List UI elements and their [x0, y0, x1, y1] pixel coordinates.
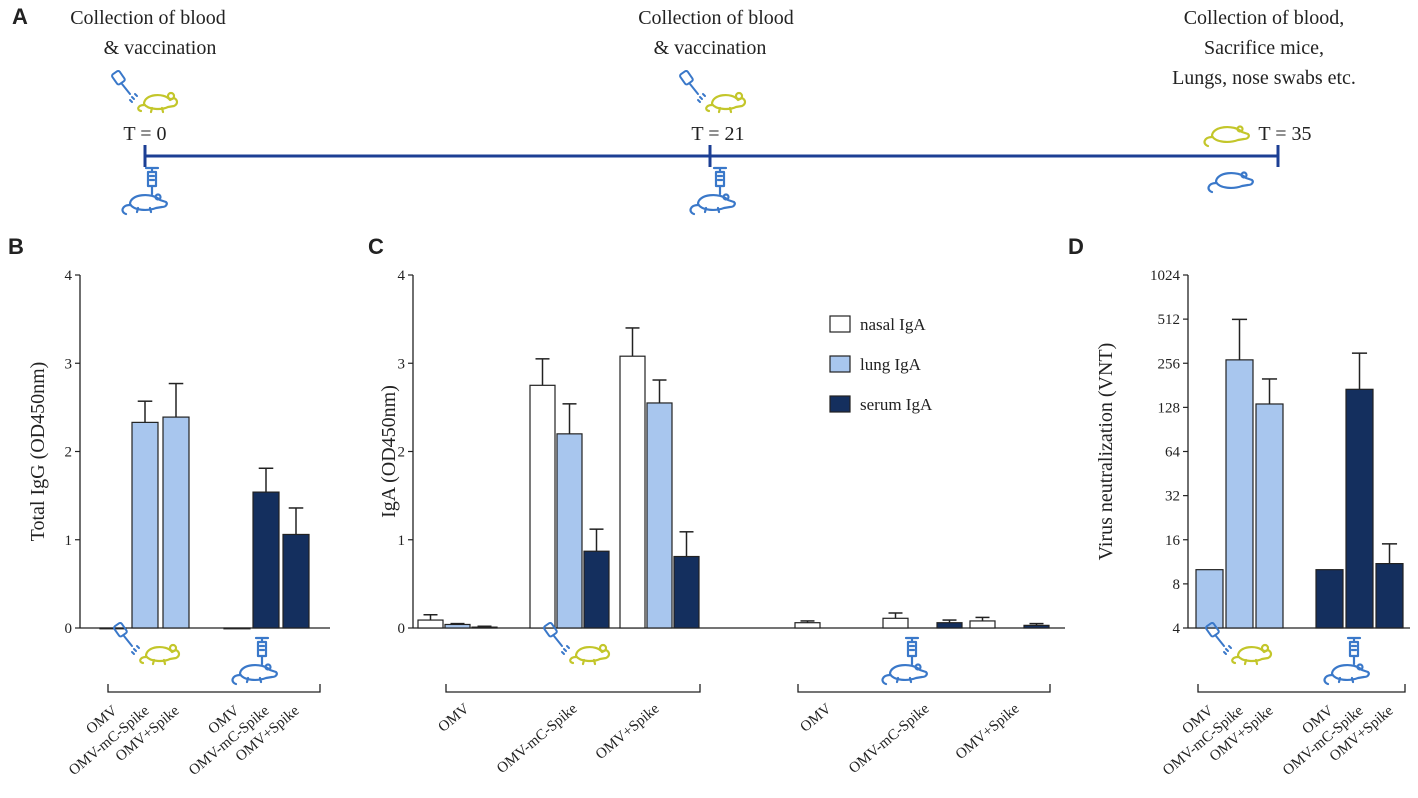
- bar: [1195, 569, 1224, 629]
- y-tick-label: 256: [1158, 356, 1181, 372]
- y-axis-label: IgA (OD450nm): [378, 385, 400, 518]
- intramuscular-icon: [231, 636, 278, 686]
- y-tick-label: 1: [398, 533, 406, 549]
- bar: [882, 617, 909, 629]
- mouse-icon: [1203, 125, 1250, 148]
- event-0-line2: & vaccination: [104, 37, 217, 59]
- bar: [1375, 563, 1404, 629]
- bar: [444, 623, 471, 629]
- intramuscular-icon: [1323, 636, 1370, 686]
- event-1-line2: & vaccination: [654, 37, 767, 59]
- event-2-line3: Lungs, nose swabs etc.: [1172, 67, 1356, 89]
- intramuscular-icon: [881, 636, 928, 686]
- category-label: OMV+Spike: [953, 701, 1023, 763]
- y-tick-label: 64: [1165, 445, 1181, 461]
- panel-letter-b: B: [8, 234, 24, 259]
- bar: [1345, 388, 1374, 629]
- legend-label: lung IgA: [860, 355, 922, 374]
- event-2-line1: Collection of blood,: [1184, 7, 1345, 29]
- y-tick-label: 128: [1158, 400, 1181, 416]
- bar: [583, 550, 610, 629]
- mouse-icon: [1207, 171, 1254, 194]
- event-1-line1: Collection of blood: [638, 7, 794, 29]
- legend-label: serum IgA: [860, 395, 933, 414]
- bar: [556, 433, 583, 629]
- category-label: OMV: [797, 701, 834, 736]
- bar: [252, 491, 280, 629]
- panel-letter-a: A: [12, 4, 28, 29]
- event-1-time: T = 21: [691, 123, 744, 145]
- group-bracket: [445, 684, 701, 693]
- legend-swatch: [829, 315, 851, 333]
- chart-c-iga: 0 1 2 3 4 IgA (OD450nm) nasal IgA lung IgA serum…: [378, 268, 1065, 777]
- category-label: OMV: [435, 701, 472, 736]
- group-bracket: [1197, 684, 1406, 693]
- bar: [936, 622, 963, 629]
- y-tick-label: 4: [65, 268, 73, 284]
- legend-swatch: [829, 395, 851, 413]
- bar: [223, 627, 251, 630]
- y-tick-label: 32: [1165, 489, 1180, 505]
- y-tick-label: 4: [1173, 621, 1181, 637]
- bar: [794, 622, 821, 629]
- y-tick-label: 0: [398, 621, 406, 637]
- category-label: OMV-mC-Spike: [846, 701, 933, 777]
- bar: [1225, 359, 1254, 629]
- y-tick-label: 1: [65, 533, 73, 549]
- event-0-time: T = 0: [123, 123, 166, 145]
- bar: [162, 416, 190, 629]
- group-bracket: [797, 684, 1051, 693]
- bar: [1023, 624, 1050, 629]
- bar: [1255, 403, 1284, 629]
- bar: [529, 384, 556, 629]
- bar: [282, 533, 310, 629]
- bar: [417, 619, 444, 629]
- y-tick-label: 512: [1158, 312, 1181, 328]
- event-2-time: T = 35: [1258, 123, 1311, 145]
- panel-a-timeline: Collection of blood & vaccination Collec…: [70, 7, 1356, 216]
- intranasal-vaccination-icon: [110, 69, 179, 114]
- bar: [646, 402, 673, 629]
- chart-d-virus-neutralization: 4 8 16 32 64 128 256 512 1024 Virus neutralizatio…: [1095, 268, 1410, 779]
- panel-letter-d: D: [1068, 234, 1084, 259]
- legend-swatch: [829, 355, 851, 373]
- y-tick-label: 0: [65, 621, 73, 637]
- y-tick-label: 3: [65, 356, 73, 372]
- intramuscular-vaccination-icon: [689, 166, 736, 216]
- bar: [969, 620, 996, 629]
- legend: nasal IgA lung IgA serum IgA: [829, 315, 933, 414]
- y-tick-label: 4: [398, 268, 406, 284]
- y-tick-label: 1024: [1150, 268, 1181, 284]
- intramuscular-vaccination-icon: [121, 166, 168, 216]
- y-tick-label: 8: [1173, 577, 1181, 593]
- category-label: OMV+Spike: [593, 701, 663, 763]
- bar: [1315, 569, 1344, 629]
- y-tick-label: 2: [398, 445, 406, 461]
- y-tick-label: 2: [65, 445, 73, 461]
- bar: [673, 555, 700, 629]
- group-bracket: [107, 684, 321, 693]
- category-label: OMV-mC-Spike: [494, 701, 581, 777]
- y-axis-label: Virus neutralization (VNT): [1095, 343, 1117, 561]
- intranasal-vaccination-icon: [678, 69, 747, 114]
- y-axis-label: Total IgG (OD450nm): [27, 362, 49, 542]
- event-0-line1: Collection of blood: [70, 7, 226, 29]
- y-tick-label: 3: [398, 356, 406, 372]
- bar: [619, 355, 646, 629]
- bar: [131, 421, 159, 629]
- event-2-line2: Sacrifice mice,: [1204, 37, 1324, 59]
- panel-letter-c: C: [368, 234, 384, 259]
- y-tick-label: 16: [1165, 533, 1181, 549]
- bar: [471, 626, 498, 629]
- legend-label: nasal IgA: [860, 315, 926, 334]
